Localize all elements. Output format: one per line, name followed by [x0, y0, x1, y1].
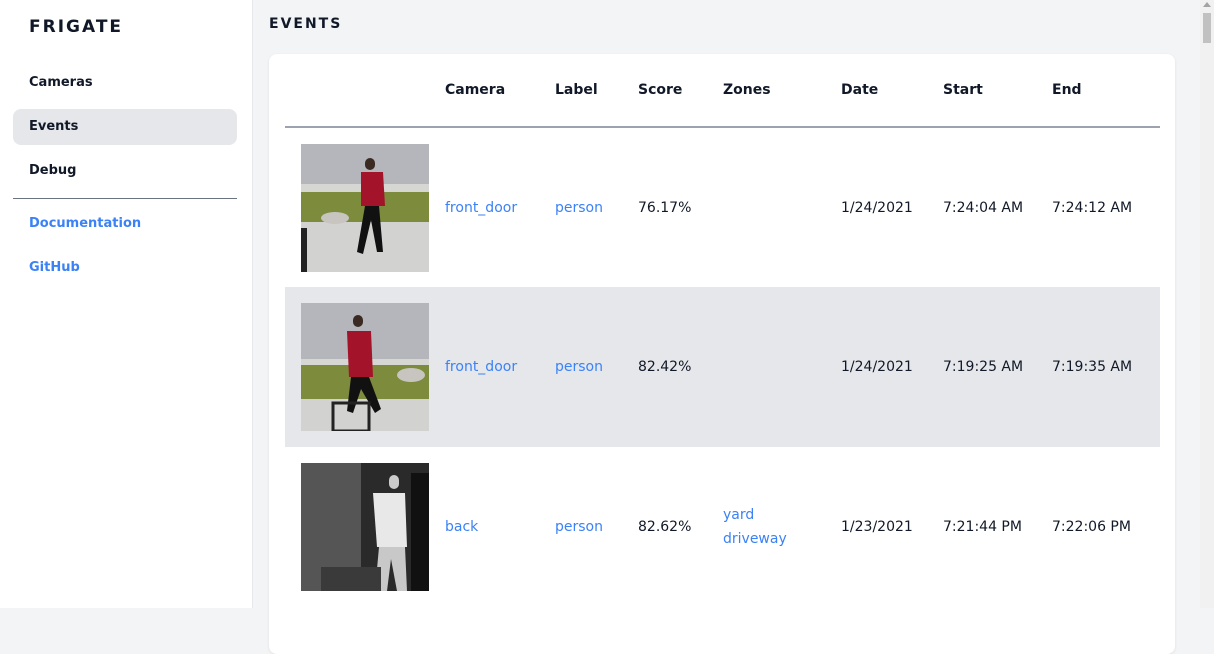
- table-header-row: Camera Label Score Zones Date Start End: [285, 54, 1160, 128]
- start-cell: 7:21:44 PM: [943, 519, 1022, 535]
- scrollbar-thumb[interactable]: [1203, 13, 1211, 43]
- events-card: Camera Label Score Zones Date Start End …: [269, 54, 1175, 654]
- score-cell: 82.62%: [638, 519, 692, 535]
- score-cell: 76.17%: [638, 199, 692, 216]
- label-link[interactable]: person: [555, 359, 603, 375]
- zones-cell: [723, 287, 841, 447]
- sidebar-item-cameras[interactable]: Cameras: [29, 75, 93, 90]
- header-thumbnail: [285, 54, 445, 128]
- sidebar: FRIGATE Cameras Events Debug Documentati…: [0, 0, 253, 608]
- table-row[interactable]: front_door person 76.17% 1/24/2021 7:24:…: [285, 127, 1160, 287]
- end-cell: 7:24:12 AM: [1052, 199, 1133, 216]
- end-cell: 7:19:35 AM: [1052, 287, 1160, 447]
- score-cell: 82.42%: [638, 287, 723, 447]
- event-thumbnail[interactable]: [301, 463, 429, 591]
- label-link[interactable]: person: [555, 199, 603, 216]
- sidebar-divider: [13, 198, 237, 199]
- header-camera: Camera: [445, 54, 555, 128]
- date-cell: 1/24/2021: [841, 287, 943, 447]
- header-score: Score: [638, 54, 723, 128]
- camera-link[interactable]: front_door: [445, 199, 518, 216]
- header-end: End: [1052, 54, 1160, 128]
- events-table: Camera Label Score Zones Date Start End …: [285, 54, 1160, 607]
- date-cell: 1/23/2021: [841, 519, 913, 535]
- end-cell: 7:22:06 PM: [1052, 519, 1131, 535]
- sidebar-item-debug[interactable]: Debug: [29, 163, 77, 178]
- sidebar-link-documentation[interactable]: Documentation: [29, 216, 142, 231]
- zones-cell: [723, 127, 841, 287]
- header-label: Label: [555, 54, 638, 128]
- zone-link-driveway[interactable]: driveway: [723, 531, 787, 547]
- camera-link[interactable]: back: [445, 519, 479, 535]
- table-row[interactable]: front_door person 82.42% 1/24/2021 7:19:…: [285, 287, 1160, 447]
- header-start: Start: [943, 54, 1052, 128]
- zone-link-yard[interactable]: yard: [723, 507, 755, 523]
- page-title: EVENTS: [269, 16, 343, 32]
- scroll-up-arrow-icon[interactable]: [1203, 2, 1211, 7]
- event-thumbnail[interactable]: [301, 303, 429, 431]
- label-link[interactable]: person: [555, 519, 603, 535]
- page-scrollbar[interactable]: [1200, 0, 1214, 608]
- start-cell: 7:24:04 AM: [943, 199, 1024, 216]
- header-date: Date: [841, 54, 943, 128]
- header-zones: Zones: [723, 54, 841, 128]
- table-row[interactable]: back person 82.62% yard driveway 1/23/202…: [285, 447, 1160, 607]
- app-logo[interactable]: FRIGATE: [29, 17, 124, 37]
- event-thumbnail[interactable]: [301, 143, 429, 272]
- date-cell: 1/24/2021: [841, 199, 913, 216]
- camera-link[interactable]: front_door: [445, 359, 518, 375]
- start-cell: 7:19:25 AM: [943, 287, 1052, 447]
- zones-cell: yard driveway: [723, 447, 841, 607]
- sidebar-link-github[interactable]: GitHub: [29, 260, 80, 275]
- sidebar-item-events[interactable]: Events: [13, 109, 237, 145]
